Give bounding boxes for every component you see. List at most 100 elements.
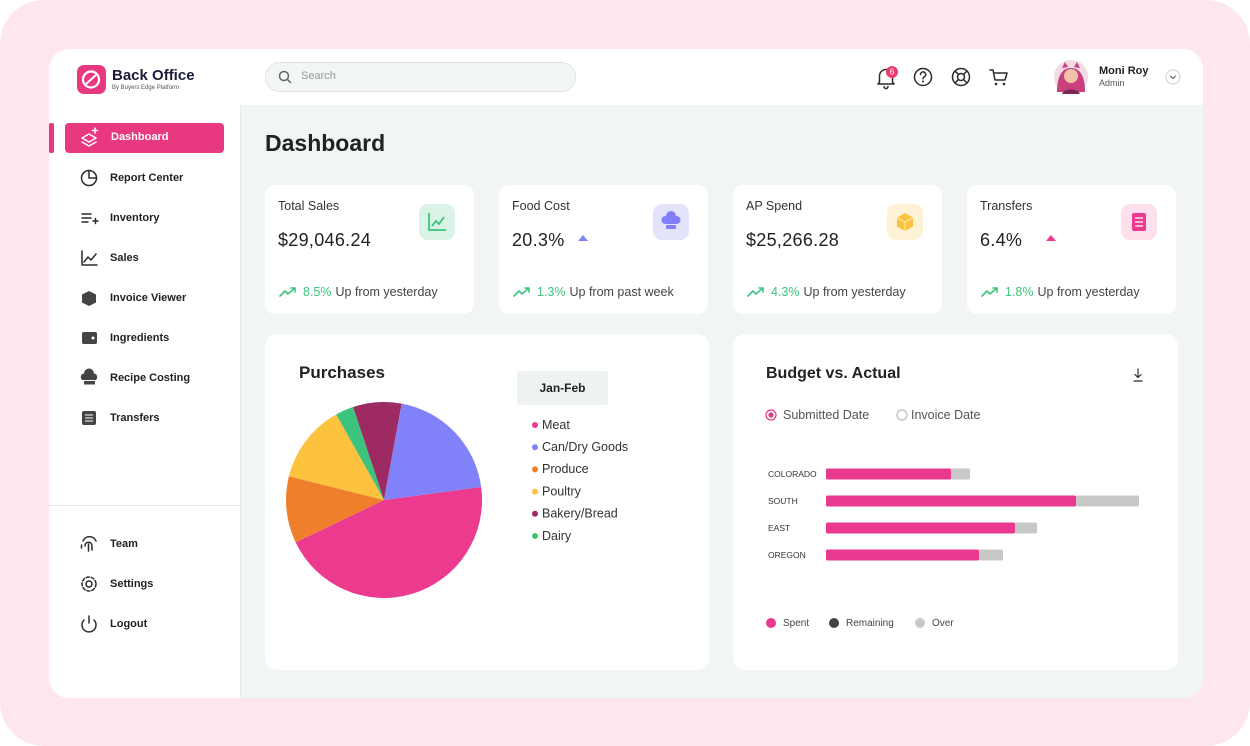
legend-swatch — [915, 618, 925, 628]
icon-part — [84, 381, 95, 385]
icon-part — [81, 615, 97, 633]
nav-item[interactable]: Recipe Costing — [110, 372, 191, 384]
icon-part — [431, 216, 445, 227]
nav-item[interactable]: Report Center — [110, 172, 184, 184]
icon-part — [747, 287, 764, 297]
category-label: SOUTH — [768, 496, 798, 506]
card-label: Food Cost — [512, 199, 570, 213]
icon-part — [428, 213, 446, 231]
nav-item[interactable]: Logout — [110, 618, 148, 630]
icon-part — [85, 414, 93, 422]
trend-note: Up from past week — [569, 285, 674, 299]
trend-arrow — [279, 287, 296, 297]
badge — [886, 66, 898, 78]
icon-part — [1062, 89, 1080, 94]
trend-note: Up from yesterday — [803, 285, 906, 299]
legend-label: Over — [932, 618, 954, 629]
chart-title: Purchases — [299, 363, 385, 382]
icon-part — [81, 250, 98, 266]
icon-part — [883, 85, 889, 90]
icon-part — [956, 72, 966, 82]
period-label: Jan-Feb — [539, 381, 586, 395]
nav-item[interactable]: Dashboard — [111, 131, 169, 143]
legend-swatch — [532, 488, 538, 495]
icon-part — [1170, 75, 1176, 79]
search-placeholder: Search — [301, 70, 336, 82]
icon-part — [666, 225, 676, 229]
trend-note: Up from yesterday — [335, 285, 438, 299]
card-trend: 4.3% Up from yesterday — [747, 285, 906, 299]
active-nav-bg[interactable] — [65, 123, 224, 153]
icon-part — [278, 70, 290, 82]
icon-part — [1002, 82, 1006, 86]
bar-segment — [826, 522, 1015, 534]
nav-item[interactable]: Transfers — [110, 412, 160, 424]
trend-change: 1.3% — [537, 285, 566, 299]
nav-item[interactable]: Sales — [110, 252, 139, 264]
icon-part — [1133, 368, 1143, 382]
legend-swatch — [829, 618, 839, 628]
card-label: Total Sales — [278, 199, 340, 213]
nav-item[interactable]: Invoice Viewer — [110, 292, 187, 304]
icon-part — [81, 213, 99, 225]
bar-segment — [826, 549, 979, 561]
trend-note: Up from yesterday — [1037, 285, 1140, 299]
sidebar-separator — [49, 505, 241, 506]
bar-segment — [951, 468, 970, 480]
user-name: Moni Roy — [1099, 65, 1149, 77]
icon-part — [1135, 217, 1143, 227]
card-icon — [653, 204, 689, 240]
nav-item[interactable]: Inventory — [110, 212, 160, 224]
legend-swatch — [532, 422, 538, 428]
legend-label: Remaining — [846, 618, 894, 629]
legend-swatch — [532, 444, 538, 451]
icon-part — [1165, 69, 1181, 85]
nav-item[interactable]: Settings — [110, 578, 154, 590]
page-title: Dashboard — [265, 130, 386, 156]
icon-part — [896, 409, 908, 421]
card-value: $29,046.24 — [278, 230, 372, 250]
card-icon — [419, 204, 455, 240]
category-label: COLORADO — [768, 469, 817, 479]
period-button[interactable] — [517, 371, 608, 405]
pie-slice — [288, 414, 384, 500]
brand: Back Office — [112, 67, 195, 84]
legend-label: Meat — [542, 418, 570, 432]
nav-item[interactable]: Ingredients — [110, 332, 170, 344]
icon-part — [81, 70, 101, 89]
icon-part — [768, 412, 774, 418]
icon-part — [82, 291, 96, 306]
legend-swatch — [766, 618, 776, 628]
bar-segment — [1076, 495, 1139, 507]
search-box[interactable] — [265, 62, 576, 92]
icon-part — [286, 78, 292, 84]
pie-slice — [286, 476, 384, 543]
icon-part — [578, 235, 588, 241]
pie-slice — [353, 402, 402, 500]
filter-label[interactable]: Submitted Date — [783, 408, 870, 422]
legend-swatch — [532, 466, 538, 473]
pie-slice — [384, 403, 482, 500]
icon-part — [81, 576, 97, 592]
pie-slice — [336, 407, 384, 500]
trend-change: 4.3% — [771, 285, 800, 299]
trend-change: 8.5% — [303, 285, 332, 299]
icon-part — [85, 74, 97, 85]
filter-label[interactable]: Invoice Date — [911, 408, 981, 422]
legend-label: Poultry — [542, 484, 582, 498]
trend-marker — [1046, 235, 1056, 241]
icon-part — [765, 409, 777, 421]
trend-arrow — [747, 287, 764, 297]
chart-title: Budget vs. Actual — [766, 365, 901, 382]
icon-part — [1046, 235, 1056, 241]
trend-arrow — [981, 287, 998, 297]
icon-part — [83, 253, 97, 263]
legend-label: Produce — [542, 462, 589, 476]
icon-part — [513, 287, 530, 297]
card-trend: 1.3% Up from past week — [513, 285, 674, 299]
icon-part — [91, 127, 99, 134]
card-icon — [887, 204, 923, 240]
trend-change: 1.8% — [1005, 285, 1034, 299]
icon-part — [919, 71, 927, 80]
nav-item[interactable]: Team — [110, 538, 138, 550]
